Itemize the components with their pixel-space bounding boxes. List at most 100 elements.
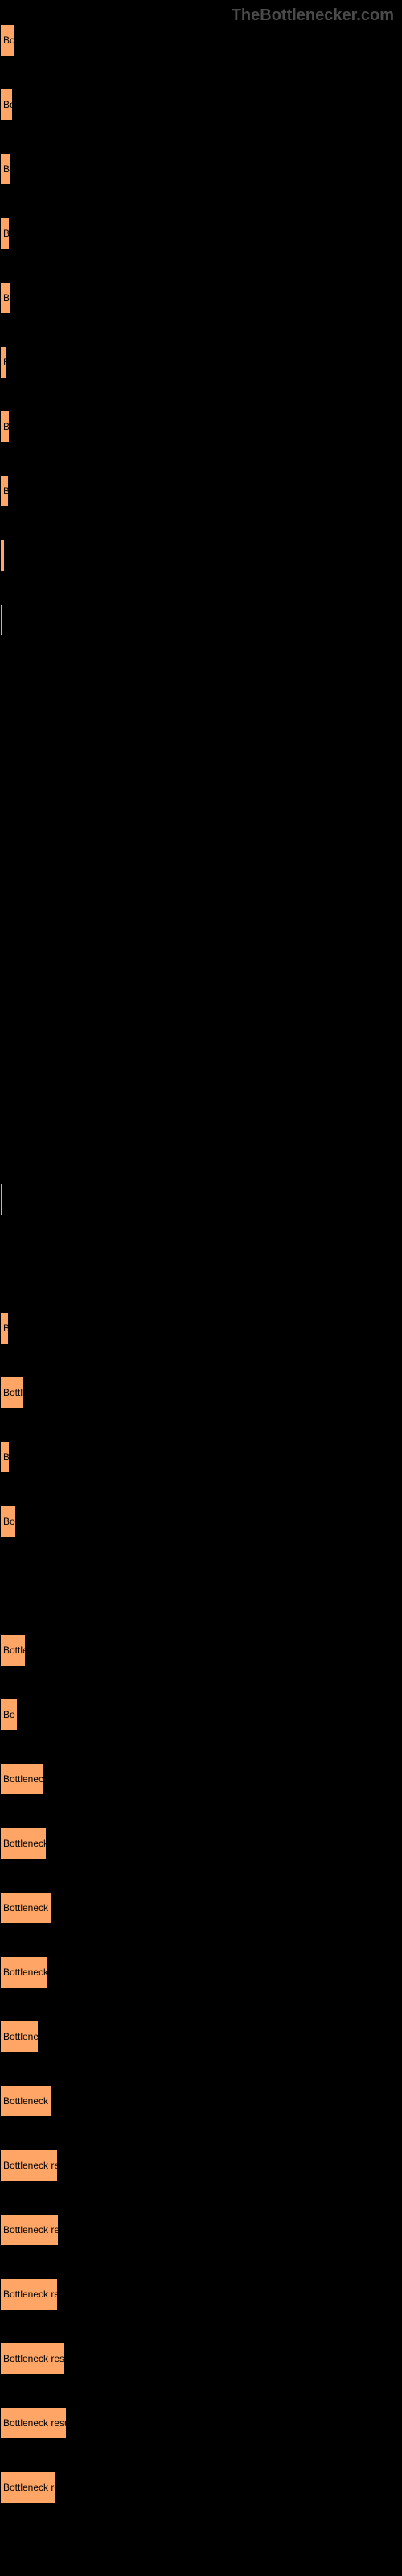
bar-row: Bottleneck result [0,2343,402,2375]
bar [0,1055,2,1087]
bar: Bo [0,1505,16,1538]
bar: B [0,282,10,314]
bar-label: B [3,1323,9,1334]
bar [0,1183,3,1216]
bar-row [0,733,402,765]
bar: B [0,217,10,250]
bar-row: Bottleneck r [0,1827,402,1860]
bar: Bottleneck re [0,1892,51,1924]
bar: B [0,411,10,443]
bar-row: Bo [0,89,402,121]
bar [0,926,2,958]
bar: Bo [0,24,14,56]
bar-label: Bottlenec [3,2031,39,2042]
bar-row: B [0,217,402,250]
bar [0,539,5,572]
bar-row: Bottleneck res [0,2471,402,2504]
bar-row: B [0,1312,402,1344]
bar: Bo [0,1699,18,1731]
bar-row: Bottleneck re [0,2085,402,2117]
bar-row [0,990,402,1022]
bar-row: B [0,1441,402,1473]
bar-row: Bottleneck re [0,1892,402,1924]
bar: Bottlenec [0,2021,39,2053]
bar-row: Bottleneck r [0,1956,402,1988]
bar: Bottleneck resu [0,2149,58,2182]
bar-label: Bottleneck result [3,2417,67,2429]
bar-row: Bottleneck resu [0,2149,402,2182]
bar: B [0,153,11,185]
bar [0,861,2,894]
bar-label: Bottleneck resu [3,2289,58,2300]
bar-row [0,861,402,894]
bar-row: Bottlenec [0,2021,402,2053]
bar [0,733,2,765]
bar-label: B [3,228,10,239]
bar-row [0,1119,402,1151]
bar-row [0,1248,402,1280]
bar-label: Bo [3,1516,15,1527]
bar: Bottleneck r [0,1827,47,1860]
bar: Bo [0,89,13,121]
bar-label: Bottle [3,1387,24,1398]
bar-label: Bottleneck r [3,1838,47,1849]
bar: B [0,1441,10,1473]
bar-row [0,797,402,829]
bar-label: Bottleneck result [3,2353,64,2364]
bar-row: Bottleneck resu [0,2214,402,2246]
bar-row: B [0,153,402,185]
bar: Bottleneck res [0,2471,56,2504]
bar-label: B [3,1451,10,1463]
bar-label: Bottleneck res [3,2482,56,2493]
bar: Bottleneck [0,1763,44,1795]
bar [0,1248,2,1280]
bar-row [0,539,402,572]
bar-row: Bo [0,1699,402,1731]
bar-label: Bottleneck resu [3,2160,58,2171]
bar: Bottleneck resu [0,2214,59,2246]
bar [0,1570,2,1602]
bar-row: B [0,346,402,378]
bar-row [0,604,402,636]
bar-label: Bottleneck resu [3,2224,59,2235]
bar-row: Bottleneck result [0,2407,402,2439]
bar-row: B [0,411,402,443]
bar-chart: Bo Bo B B B B B B B Bottle B Bo Bottle Bo Bottleneck Bo… [0,24,402,2536]
bar-label: Bottle [3,1645,26,1656]
bar-label: Bo [3,35,14,46]
bar [0,1119,2,1151]
bar-label: Bottleneck [3,1773,44,1785]
bar-label: Bo [3,1709,15,1720]
bar: Bottle [0,1377,24,1409]
bar-label: B [3,485,9,497]
bar-label: Bottleneck re [3,1902,51,1913]
bar-row [0,1183,402,1216]
bar-label: B [3,421,10,432]
bar: Bottle [0,1634,26,1666]
bar-label: B [3,357,6,368]
bar [0,990,2,1022]
bar-row: Bottle [0,1377,402,1409]
bar-row: Bo [0,1505,402,1538]
bar-label: Bottleneck re [3,2095,52,2107]
bar: Bottleneck result [0,2407,67,2439]
bar [0,668,2,700]
bar-row [0,926,402,958]
bar: B [0,1312,9,1344]
bar [0,797,2,829]
bar-row: Bottle [0,1634,402,1666]
bar-row [0,668,402,700]
bar-row: Bo [0,24,402,56]
bar-row [0,1570,402,1602]
watermark-text: TheBottlenecker.com [232,6,394,25]
bar: B [0,475,9,507]
bar-row: B [0,475,402,507]
bar: Bottleneck resu [0,2278,58,2310]
bar-row: Bottleneck [0,1763,402,1795]
bar: B [0,346,6,378]
bar-row [0,1055,402,1087]
bar: Bottleneck re [0,2085,52,2117]
bar: Bottleneck result [0,2343,64,2375]
bar: Bottleneck r [0,1956,48,1988]
bar-row: Bottleneck resu [0,2278,402,2310]
